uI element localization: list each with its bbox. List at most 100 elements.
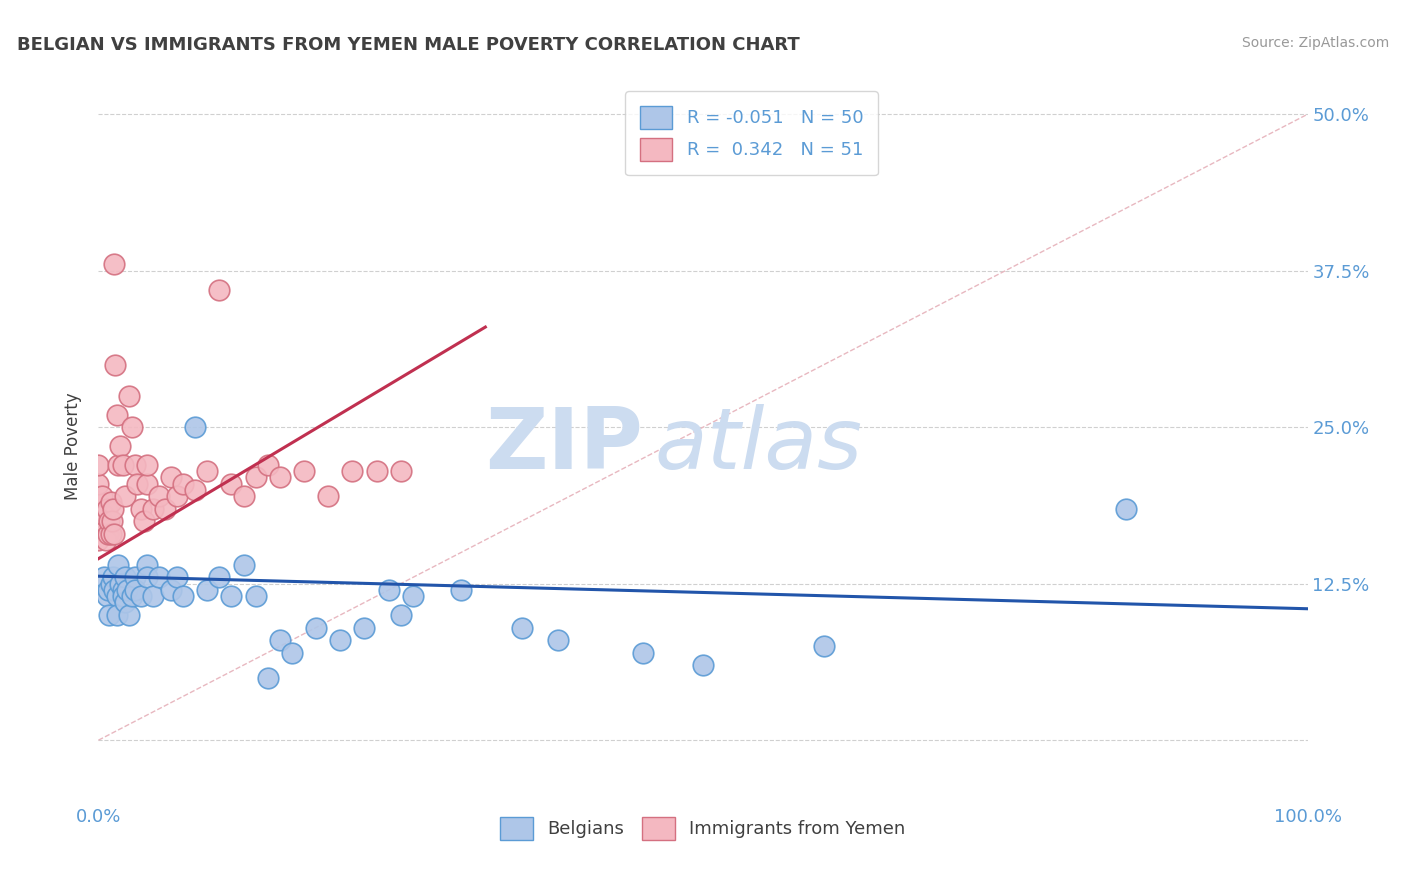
Point (221, 589, 243, 603)
Point (160, 470, 183, 484)
Point (100, 514, 122, 528)
Point (172, 589, 194, 603)
Point (101, 501, 124, 516)
Point (232, 558, 254, 572)
Point (96, 589, 118, 603)
Point (142, 501, 165, 516)
Point (135, 476, 157, 491)
Point (166, 570, 188, 584)
Legend: Belgians, Immigrants from Yemen: Belgians, Immigrants from Yemen (494, 810, 912, 847)
Point (184, 420, 207, 434)
Point (281, 646, 304, 660)
Point (114, 570, 136, 584)
Text: BELGIAN VS IMMIGRANTS FROM YEMEN MALE POVERTY CORRELATION CHART: BELGIAN VS IMMIGRANTS FROM YEMEN MALE PO… (17, 36, 800, 54)
Point (111, 582, 134, 597)
Point (108, 439, 131, 453)
Point (547, 633, 569, 648)
Point (111, 589, 134, 603)
Point (184, 483, 207, 497)
Point (292, 464, 315, 478)
Point (153, 501, 176, 516)
Point (142, 589, 165, 603)
Point (87, 495, 110, 509)
Point (160, 582, 183, 597)
Point (389, 607, 412, 622)
Point (111, 458, 134, 472)
Point (172, 476, 194, 491)
Point (269, 633, 291, 648)
Point (166, 489, 188, 503)
Point (121, 420, 143, 434)
Point (208, 570, 231, 584)
Point (108, 576, 131, 591)
Point (377, 582, 399, 597)
Point (148, 489, 170, 503)
Text: atlas: atlas (655, 404, 863, 488)
Point (91, 514, 114, 528)
Point (245, 470, 267, 484)
Point (105, 589, 128, 603)
Point (316, 489, 339, 503)
Point (631, 646, 654, 660)
Point (121, 589, 143, 603)
Point (100, 526, 122, 541)
Point (269, 470, 291, 484)
Point (114, 595, 136, 609)
Point (124, 582, 146, 597)
Point (104, 358, 127, 372)
Text: Source: ZipAtlas.com: Source: ZipAtlas.com (1241, 36, 1389, 50)
Point (114, 489, 136, 503)
Point (105, 408, 128, 422)
Point (91, 489, 114, 503)
Point (510, 621, 533, 635)
Point (90, 514, 112, 528)
Point (124, 570, 146, 584)
Point (813, 640, 835, 654)
Point (87, 533, 110, 547)
Point (94, 533, 117, 547)
Point (135, 458, 157, 472)
Point (305, 621, 328, 635)
Point (118, 607, 141, 622)
Point (135, 570, 157, 584)
Point (103, 257, 125, 271)
Point (87, 458, 110, 472)
Point (100, 495, 122, 509)
Point (245, 589, 267, 603)
Point (97, 582, 120, 597)
Point (107, 458, 129, 472)
Point (450, 582, 472, 597)
Point (195, 582, 218, 597)
Point (1115, 501, 1137, 516)
Point (98, 607, 121, 622)
Point (389, 464, 412, 478)
Point (366, 464, 388, 478)
Point (97, 526, 120, 541)
Point (129, 501, 152, 516)
Point (329, 633, 352, 648)
Point (124, 458, 146, 472)
Point (117, 582, 139, 597)
Point (402, 589, 425, 603)
Point (148, 570, 170, 584)
Point (107, 558, 129, 572)
Point (342, 464, 364, 478)
Point (129, 589, 152, 603)
Point (87, 476, 110, 491)
Point (101, 570, 124, 584)
Point (103, 526, 125, 541)
Point (98, 514, 121, 528)
Text: ZIP: ZIP (485, 404, 643, 488)
Point (692, 658, 714, 673)
Y-axis label: Male Poverty: Male Poverty (65, 392, 83, 500)
Point (256, 671, 278, 685)
Point (135, 558, 157, 572)
Point (232, 489, 254, 503)
Point (221, 476, 243, 491)
Point (103, 582, 125, 597)
Point (256, 458, 278, 472)
Point (93, 508, 115, 522)
Point (134, 514, 156, 528)
Point (208, 283, 231, 297)
Point (100, 576, 122, 591)
